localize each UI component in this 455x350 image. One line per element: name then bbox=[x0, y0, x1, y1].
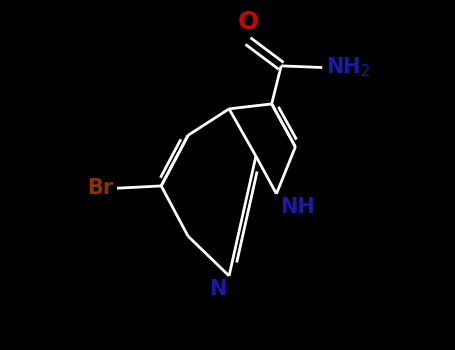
Text: Br: Br bbox=[87, 178, 114, 198]
Text: O: O bbox=[238, 10, 258, 34]
Text: N: N bbox=[209, 279, 226, 299]
Text: NH: NH bbox=[280, 197, 315, 217]
Text: NH$_2$: NH$_2$ bbox=[326, 56, 370, 79]
